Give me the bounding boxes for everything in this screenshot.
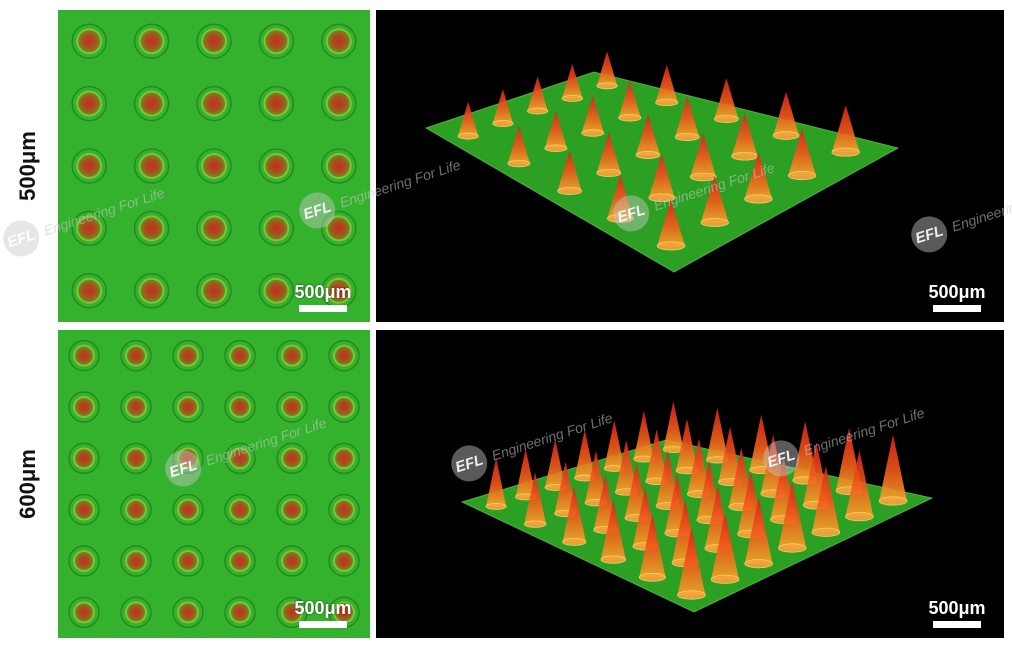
microneedle-3d-render-image xyxy=(376,10,1004,322)
scale-bar: 500μm xyxy=(924,598,990,628)
panel-top-view-500: 500μm xyxy=(58,10,370,322)
scale-bar: 500μm xyxy=(290,598,356,628)
microneedle-3d-render-image xyxy=(376,330,1004,638)
row-label-500: 500μm xyxy=(15,131,41,201)
panel-3d-view-500: 500μm xyxy=(376,10,1004,322)
microneedle-top-view-image xyxy=(58,10,370,322)
row-label-600: 600μm xyxy=(15,449,41,519)
panel-top-view-600: 500μm xyxy=(58,330,370,638)
scale-bar: 500μm xyxy=(290,282,356,312)
panel-3d-view-600: 500μm xyxy=(376,330,1004,638)
scale-bar: 500μm xyxy=(924,282,990,312)
microneedle-top-view-image xyxy=(58,330,370,638)
